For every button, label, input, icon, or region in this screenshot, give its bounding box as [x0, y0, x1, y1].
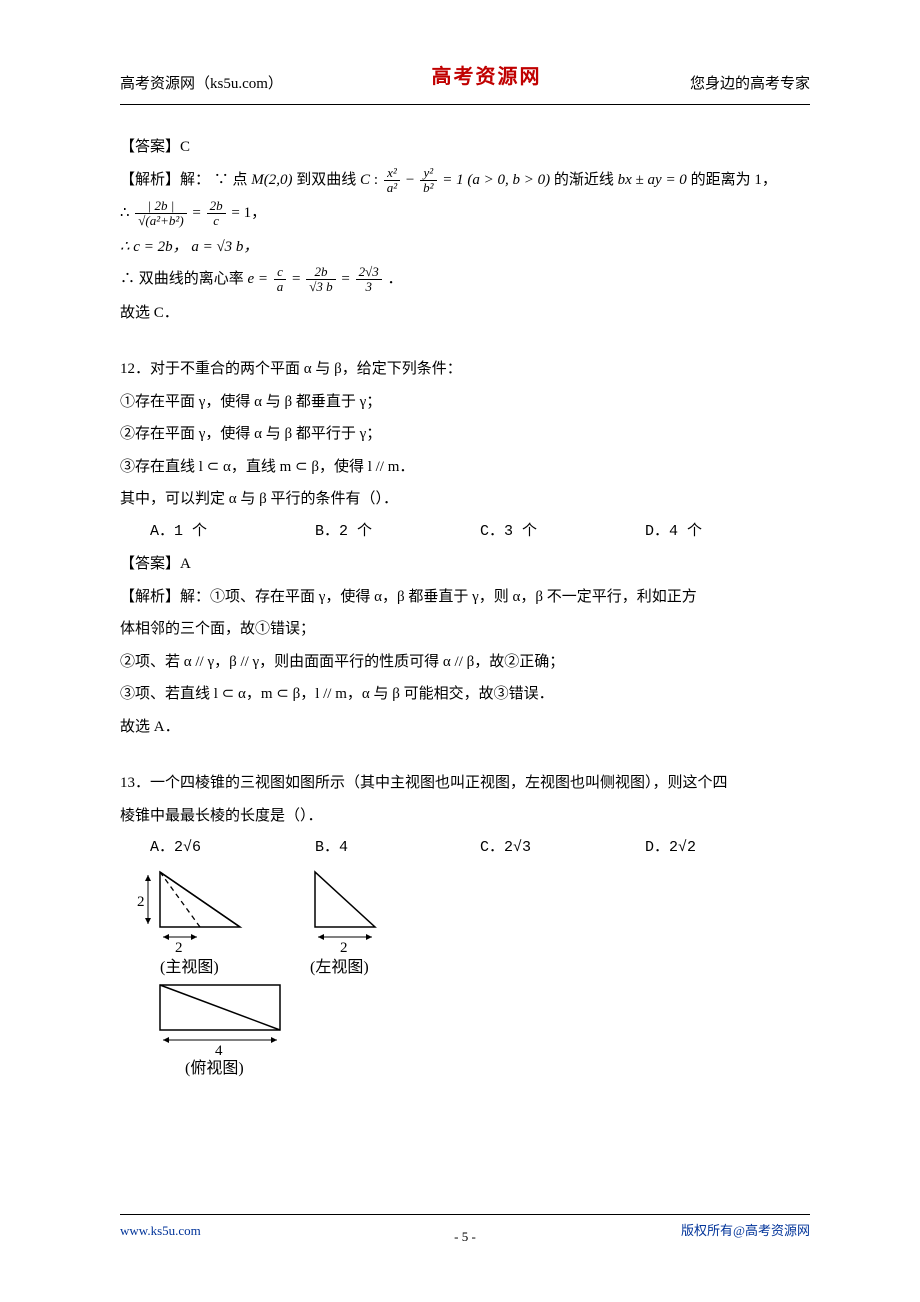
main-dim-h: 2 [137, 894, 145, 910]
left-view-label: (左视图) [310, 958, 369, 976]
header-left: 高考资源网（ks5u.com） [120, 70, 283, 99]
q11-analysis-line4: ∴ 双曲线的离心率 e = ca = 2b√3 b = 2√33 ． [120, 265, 810, 295]
q12-options: A．1 个 B．2 个 C．3 个 D．4 个 [150, 518, 810, 547]
page-header: 高考资源网（ks5u.com） 高考资源网 您身边的高考专家 [120, 60, 810, 105]
q12-analysis-l4: ③项、若直线 l ⊂ α，m ⊂ β，l // m，α 与 β 可能相交，故③错… [120, 680, 810, 709]
q13-diagrams: 2 2 (主视图) 2 (左视图) 4 [120, 867, 810, 1088]
q11-analysis-line3: ∴ c = 2b， a = √3 b， [120, 233, 810, 262]
q12-stem: 12．对于不重合的两个平面 α 与 β，给定下列条件： [120, 355, 810, 384]
q13-stem-l1: 13．一个四棱锥的三视图如图所示（其中主视图也叫正视图，左视图也叫侧视图），则这… [120, 769, 810, 798]
q12-optA: A．1 个 [150, 518, 315, 547]
footer-left: www.ks5u.com [120, 1219, 201, 1244]
q12-analysis-l1: 【解析】解：①项、存在平面 γ，使得 α，β 都垂直于 γ，则 α，β 不一定平… [120, 583, 810, 612]
q11-answer: 【答案】C [120, 133, 810, 162]
top-view: 4 (俯视图) [160, 985, 280, 1077]
left-view: 2 (左视图) [310, 872, 375, 976]
q13-stem-l2: 棱锥中最最长棱的长度是（）． [120, 802, 810, 831]
q11-analysis-line2: ∴ | 2b |√(a²+b²) = 2bc = 1， [120, 199, 810, 229]
q13-optB: B．4 [315, 834, 480, 863]
q12-c2: ②存在平面 γ，使得 α 与 β 都平行于 γ； [120, 420, 810, 449]
page-footer: www.ks5u.com - 5 - 版权所有@高考资源网 [120, 1214, 810, 1244]
q12-c3: ③存在直线 l ⊂ α，直线 m ⊂ β，使得 l // m． [120, 453, 810, 482]
q12-analysis-l2: 体相邻的三个面，故①错误； [120, 615, 810, 644]
q13-optA: A．2√6 [150, 834, 315, 863]
header-center-logo: 高考资源网 [431, 58, 541, 96]
three-view-diagram: 2 2 (主视图) 2 (左视图) 4 [120, 867, 460, 1077]
top-view-label: (俯视图) [185, 1059, 244, 1077]
left-dim-w: 2 [340, 940, 348, 956]
q11-conclusion: 故选 C． [120, 299, 810, 328]
main-dim-w: 2 [175, 940, 183, 956]
page-content: 【答案】C 【解析】解： ∵ 点 M(2,0) 到双曲线 C : x²a² − … [120, 133, 810, 1087]
q13-optD: D．2√2 [645, 834, 810, 863]
footer-right: 版权所有@高考资源网 [681, 1219, 810, 1244]
q12-optC: C．3 个 [480, 518, 645, 547]
q12-c1: ①存在平面 γ，使得 α 与 β 都垂直于 γ； [120, 388, 810, 417]
q13-options: A．2√6 B．4 C．2√3 D．2√2 [150, 834, 810, 863]
main-view: 2 2 (主视图) [137, 872, 240, 976]
q12-answer: 【答案】A [120, 550, 810, 579]
main-view-label: (主视图) [160, 958, 219, 976]
q12-analysis-l3: ②项、若 α // γ，β // γ，则由面面平行的性质可得 α // β，故②… [120, 648, 810, 677]
q12-optB: B．2 个 [315, 518, 480, 547]
header-right: 您身边的高考专家 [690, 70, 810, 99]
q12-ask: 其中，可以判定 α 与 β 平行的条件有（）． [120, 485, 810, 514]
q11-analysis-line1: 【解析】解： ∵ 点 M(2,0) 到双曲线 C : x²a² − y²b² =… [120, 166, 810, 196]
q12-optD: D．4 个 [645, 518, 810, 547]
q13-optC: C．2√3 [480, 834, 645, 863]
footer-page-number: - 5 - [454, 1225, 476, 1250]
q12-analysis-l5: 故选 A． [120, 713, 810, 742]
top-dim-w: 4 [215, 1043, 223, 1059]
